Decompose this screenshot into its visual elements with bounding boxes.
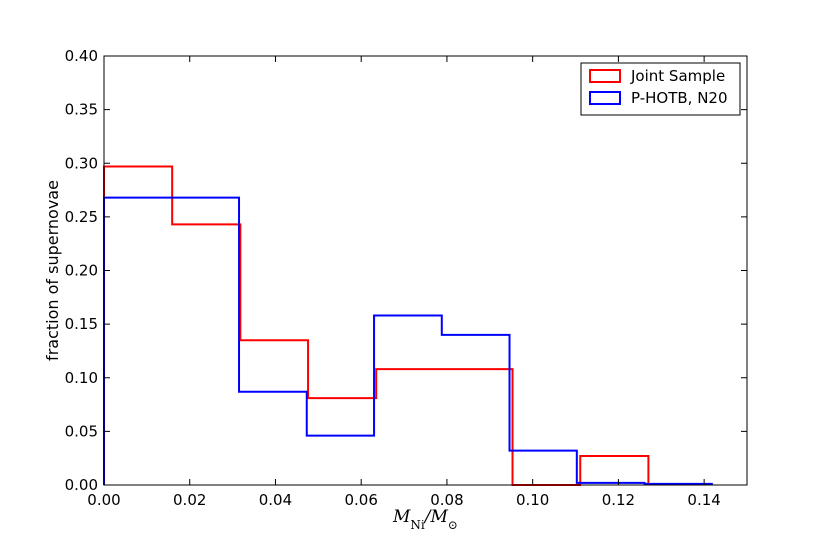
x-tick-label: 0.14 <box>687 491 720 509</box>
y-axis: 0.00 0.05 0.10 0.15 0.20 0.25 0.30 0.35 0.40 <box>65 47 747 494</box>
legend-label: Joint Sample <box>630 67 725 85</box>
y-tick-label: 0.15 <box>65 315 98 333</box>
x-axis: 0.00 0.02 0.04 0.06 0.08 0.10 0.12 0.14 <box>87 56 721 509</box>
y-tick-label: 0.25 <box>65 208 98 226</box>
legend: Joint Sample P-HOTB, N20 <box>580 62 741 116</box>
x-tick-label: 0.00 <box>87 491 120 509</box>
x-tick-label: 0.04 <box>259 491 292 509</box>
plot-area <box>104 56 747 485</box>
x-axis-label: MNi/M⊙ <box>392 507 458 532</box>
x-tick-label: 0.12 <box>602 491 635 509</box>
series-1-step-line <box>103 165 650 486</box>
x-tick-label: 0.08 <box>430 491 463 509</box>
y-axis-label: fraction of supernovae <box>43 180 62 361</box>
x-axis-label-text: MNi/M⊙ <box>392 507 458 532</box>
plot-background <box>104 56 747 485</box>
series-layer <box>103 165 713 486</box>
legend-label: P-HOTB, N20 <box>631 89 728 107</box>
y-tick-label: 0.35 <box>65 101 98 119</box>
x-tick-label: 0.10 <box>516 491 549 509</box>
y-tick-label: 0.30 <box>65 154 98 172</box>
x-tick-label: 0.06 <box>344 491 377 509</box>
y-tick-label: 0.05 <box>65 422 98 440</box>
y-tick-label: 0.40 <box>65 47 98 65</box>
legend-swatch <box>589 69 621 83</box>
y-tick-label: 0.00 <box>65 476 98 494</box>
legend-box <box>580 62 741 116</box>
y-tick-label: 0.10 <box>65 369 98 387</box>
y-tick-label: 0.20 <box>65 262 98 280</box>
legend-swatch <box>589 91 621 105</box>
x-tick-label: 0.02 <box>173 491 206 509</box>
series-2-step-line <box>103 196 713 485</box>
